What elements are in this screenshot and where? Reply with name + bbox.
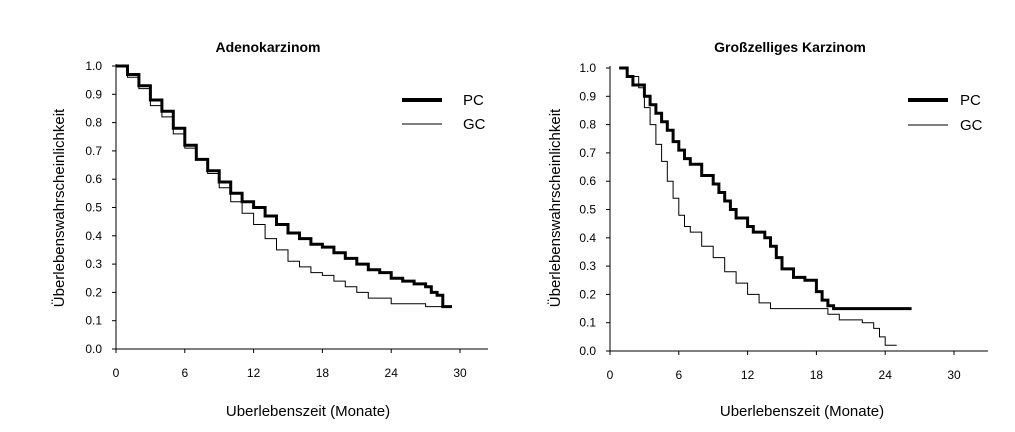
x-tick-label: 0	[607, 368, 614, 382]
x-tick-label: 30	[453, 366, 467, 380]
x-axis-label: Uberlebenszeit (Monate)	[226, 403, 390, 420]
panel-2: Großzelliges Karzinom 0.0 0.1 0.2 0.3 0.4 0.5 0…	[546, 39, 988, 420]
y-tick-label: 0.5	[85, 201, 102, 215]
series-line-pc	[619, 66, 912, 311]
legend-label-pc: PC	[960, 92, 981, 109]
y-tick-label: 0.7	[579, 146, 596, 160]
legend-label-gc: GC	[463, 116, 486, 133]
y-tick-label: 0.9	[85, 87, 102, 101]
y-tick-label: 0.9	[579, 89, 596, 103]
x-tick-label: 30	[947, 368, 961, 382]
series-line-gc	[116, 65, 452, 308]
y-axis-label: Überlebenswahrscheinlichkeit	[546, 108, 564, 307]
y-tick-label: 0.1	[579, 316, 596, 330]
panel-1: Adenokarzinom 0.0 0.1 0.2 0.3 0.4 0.5 0.6 0.7 0.8…	[50, 39, 488, 420]
x-tick-label: 12	[741, 368, 755, 382]
chart-title: Adenokarzinom	[215, 39, 320, 55]
y-tick-label: 0.2	[85, 285, 102, 299]
y-tick-label: 0.5	[579, 203, 596, 217]
series-line-gc	[619, 67, 897, 346]
legend-label-gc: GC	[960, 117, 983, 134]
y-tick-label: 0.3	[579, 259, 596, 273]
x-tick-label: 18	[316, 366, 330, 380]
x-tick-label: 18	[810, 368, 824, 382]
x-axis-label: Uberlebenszeit (Monate)	[720, 403, 884, 420]
x-tick-label: 6	[675, 368, 682, 382]
y-tick-label: 1.0	[579, 61, 596, 75]
y-tick-label: 0.8	[579, 118, 596, 132]
y-tick-label: 0.0	[579, 344, 596, 358]
y-axis-label: Überlebenswahrscheinlichkeit	[50, 108, 68, 307]
x-tick-label: 6	[181, 366, 188, 380]
y-tick-label: 0.3	[85, 257, 102, 271]
legend-label-pc: PC	[463, 92, 484, 109]
y-tick-label: 0.0	[85, 342, 102, 356]
y-tick-label: 0.6	[85, 172, 102, 186]
y-tick-label: 1.0	[85, 59, 102, 73]
x-tick-label: 24	[385, 366, 399, 380]
chart-title: Großzelliges Karzinom	[714, 39, 866, 55]
y-tick-label: 0.2	[579, 287, 596, 301]
y-tick-label: 0.4	[579, 231, 596, 245]
y-tick-label: 0.1	[85, 314, 102, 328]
y-tick-label: 0.8	[85, 116, 102, 130]
x-tick-label: 12	[247, 366, 261, 380]
x-tick-label: 0	[113, 366, 120, 380]
y-tick-label: 0.7	[85, 144, 102, 158]
y-tick-label: 0.6	[579, 174, 596, 188]
x-tick-label: 24	[879, 368, 893, 382]
y-tick-label: 0.4	[85, 229, 102, 243]
series-line-pc	[116, 64, 452, 309]
